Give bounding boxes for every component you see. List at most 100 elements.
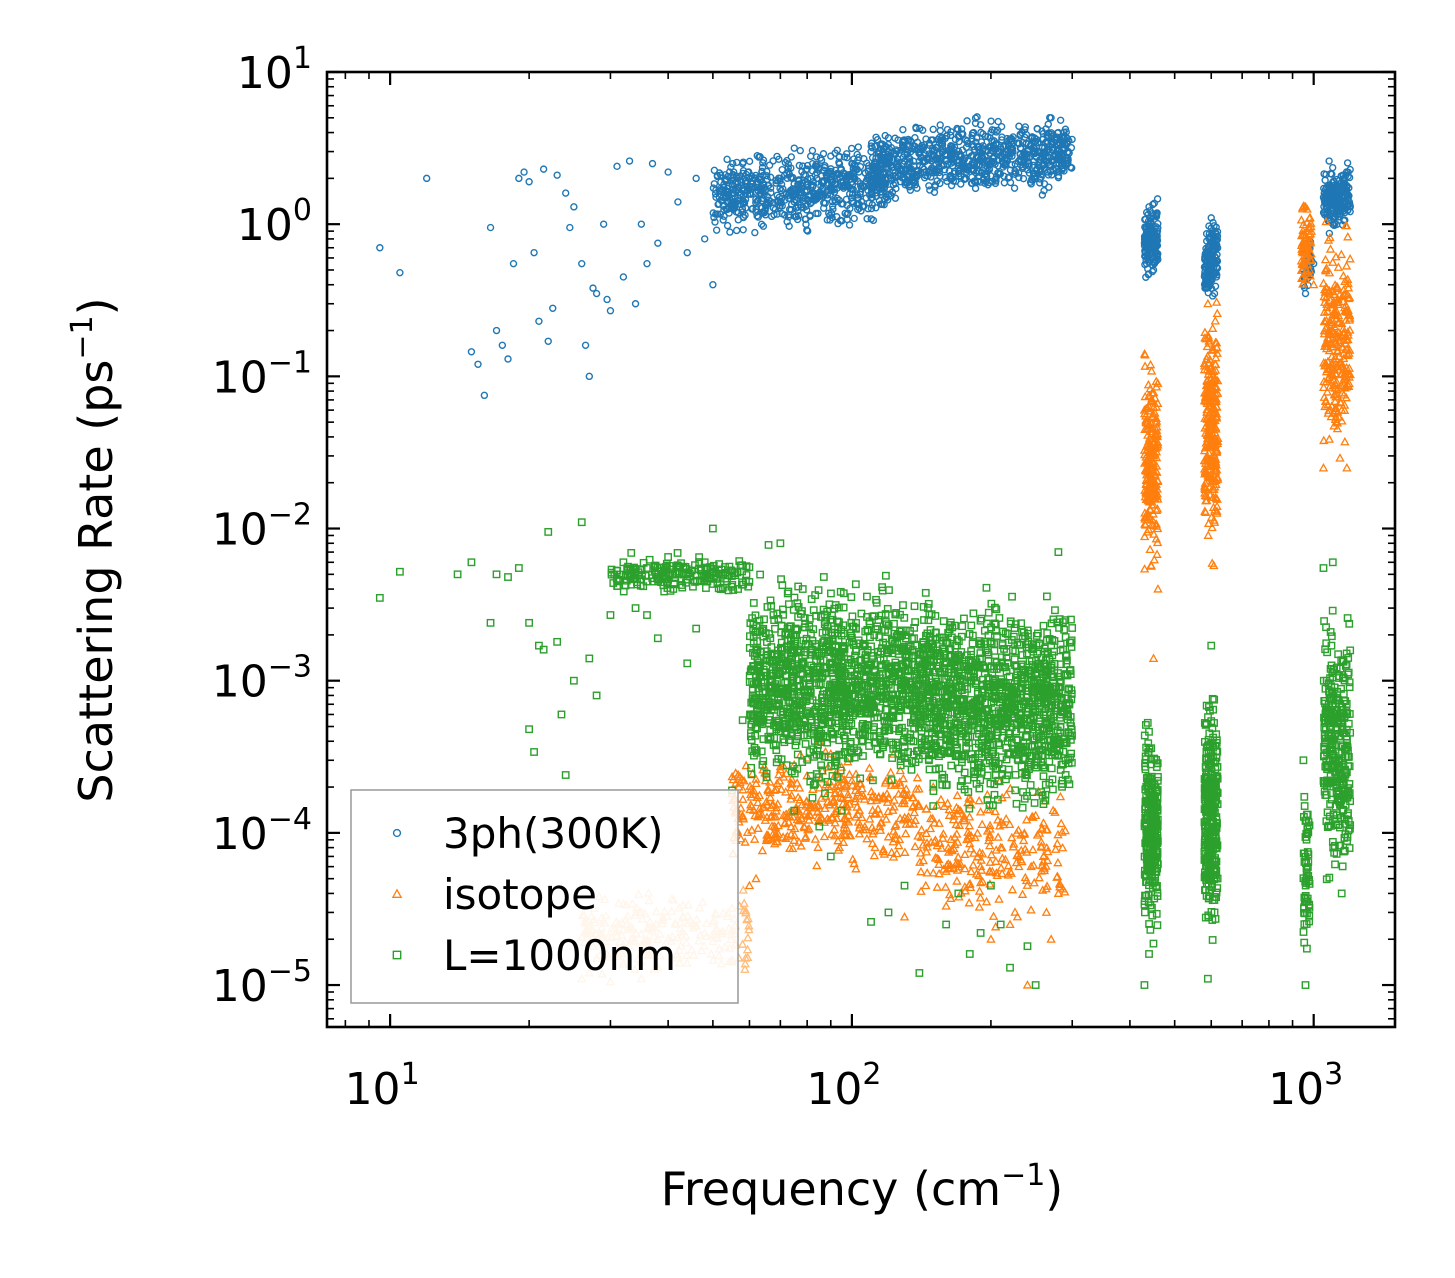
data-point: [515, 174, 523, 183]
data-point: [1308, 279, 1319, 289]
data-point: [856, 190, 864, 199]
data-point: [986, 934, 996, 943]
data-point: [992, 173, 1001, 181]
data-point: [422, 174, 431, 183]
data-point: [838, 217, 846, 225]
data-point: [1017, 889, 1028, 898]
data-point: [713, 210, 722, 218]
data-point: [966, 866, 976, 876]
data-point: [928, 136, 937, 144]
data-point: [1038, 191, 1047, 199]
data-point: [1211, 297, 1222, 306]
data-point: [808, 159, 817, 168]
data-point: [1152, 241, 1161, 249]
data-point: [812, 153, 821, 161]
data-point: [539, 165, 548, 173]
data-point: [796, 184, 805, 192]
data-point: [869, 171, 877, 180]
data-point: [599, 220, 608, 228]
data-point: [864, 763, 875, 772]
data-point: [1336, 249, 1347, 259]
data-point: [759, 171, 767, 180]
data-point: [719, 216, 727, 224]
data-point: [806, 152, 815, 160]
data-point: [981, 896, 992, 906]
data-point: [986, 849, 997, 859]
data-point: [1207, 323, 1218, 332]
data-point: [872, 192, 880, 201]
data-point: [971, 184, 980, 193]
data-point: [492, 326, 501, 335]
data-point: [787, 206, 795, 214]
data-point: [899, 912, 910, 921]
data-point: [889, 180, 898, 189]
data-point: [1034, 170, 1042, 178]
data-point: [1040, 180, 1049, 188]
data-point: [736, 172, 744, 180]
data-point: [820, 163, 829, 172]
data-point: [993, 832, 1003, 841]
data-point: [1203, 530, 1213, 539]
data-point: [755, 173, 764, 181]
data-point: [912, 772, 923, 782]
data-point: [592, 289, 601, 298]
data-point: [987, 117, 995, 125]
data-point: [801, 178, 810, 186]
data-point: [819, 831, 830, 841]
data-point: [795, 161, 803, 170]
data-point: [973, 113, 981, 121]
data-point: [872, 133, 880, 141]
data-point: [907, 147, 915, 156]
data-point: [972, 828, 983, 837]
data-point: [911, 142, 919, 150]
data-point: [899, 601, 907, 610]
data-point: [1150, 232, 1159, 240]
data-point: [1053, 857, 1063, 867]
data-point: [673, 549, 682, 557]
data-point: [802, 220, 810, 229]
data-point: [627, 548, 636, 557]
data-point: [711, 218, 719, 226]
data-point: [845, 190, 854, 198]
data-point: [1318, 463, 1329, 472]
data-point: [934, 868, 944, 878]
data-point: [958, 146, 967, 154]
data-point: [1140, 361, 1150, 370]
data-point: [841, 182, 850, 191]
data-point: [549, 304, 557, 313]
data-point: [904, 153, 912, 162]
data-point: [900, 828, 911, 838]
data-point: [1343, 231, 1353, 241]
data-point: [570, 203, 578, 211]
data-point: [957, 125, 966, 133]
data-point: [752, 171, 760, 180]
data-point: [819, 204, 828, 212]
data-point: [1325, 244, 1336, 253]
data-point: [953, 852, 963, 861]
data-point: [727, 163, 735, 171]
data-point: [851, 580, 860, 589]
data-point: [947, 128, 955, 136]
data-point: [885, 767, 896, 777]
data-point: [1001, 789, 1012, 799]
data-point: [743, 932, 753, 942]
data-point: [947, 146, 955, 154]
data-point: [1301, 289, 1310, 298]
data-point: [934, 818, 944, 827]
data-point: [794, 207, 802, 215]
data-point: [1034, 872, 1044, 882]
data-point: [1000, 179, 1009, 187]
data-point: [795, 176, 803, 184]
data-point: [755, 176, 763, 184]
data-point: [1038, 818, 1049, 827]
data-point: [1153, 584, 1163, 593]
data-point: [975, 807, 986, 816]
data-point: [803, 227, 812, 235]
data-point: [909, 173, 917, 181]
data-point: [1012, 911, 1023, 921]
data-point: [936, 121, 944, 129]
data-point: [1321, 176, 1329, 184]
data-point: [1052, 838, 1063, 848]
data-point: [812, 860, 822, 870]
